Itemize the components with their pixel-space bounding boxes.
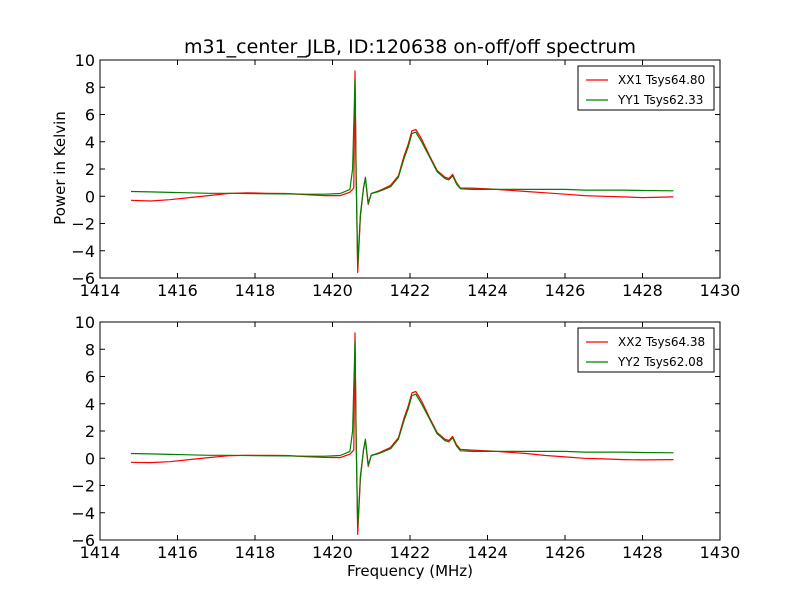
x-tick-label: 1428 [622,281,663,300]
legend-box [577,65,715,111]
y-tick-label: 6 [85,106,95,125]
legend-label: XX2 Tsys64.38 [618,335,705,349]
y-tick-label: 8 [85,340,95,359]
series-line-yy1 [130,78,674,267]
x-tick-label: 1420 [312,543,353,562]
series-line-yy2 [130,340,674,529]
y-tick-label: 10 [75,313,95,332]
legend-box [577,327,715,373]
x-tick-label: 1420 [312,281,353,300]
x-tick-label: 1422 [390,543,431,562]
x-tick-label: 1418 [235,543,276,562]
x-tick-label: 1424 [467,281,508,300]
x-tick-label: 1416 [157,543,198,562]
y-tick-label: 4 [85,395,95,414]
x-tick-label: 1424 [467,543,508,562]
legend-label: YY2 Tsys62.08 [617,355,703,369]
y-tick-label: 6 [85,368,95,387]
x-tick-label: 1430 [700,543,741,562]
legend-label: XX1 Tsys64.80 [618,73,705,87]
y-tick-label: −4 [71,504,95,523]
y-tick-label: 4 [85,133,95,152]
x-tick-label: 1418 [235,281,276,300]
legend: XX1 Tsys64.80 YY1 Tsys62.33 [577,65,715,111]
chart-title: m31_center_JLB, ID:120638 on-off/off spe… [184,36,636,58]
x-tick-label: 1426 [545,543,586,562]
legend: XX2 Tsys64.38 YY2 Tsys62.08 [577,327,715,373]
y-tick-label: 2 [85,422,95,441]
x-tick-label: 1416 [157,281,198,300]
y-tick-label: −6 [71,531,95,550]
y-axis-label: Power in Kelvin [51,111,69,225]
y-tick-label: 0 [85,187,95,206]
y-tick-label: −4 [71,242,95,261]
y-tick-label: 2 [85,160,95,179]
y-tick-label: −6 [71,269,95,288]
x-tick-label: 1426 [545,281,586,300]
y-tick-label: −2 [71,215,95,234]
y-tick-label: 0 [85,449,95,468]
bottom-panel: 1414 1416 1418 1420 1422 1424 1426 1428 1430 −6 −4… [71,313,740,562]
x-tick-label: 1430 [700,281,741,300]
legend-label: YY1 Tsys62.33 [617,93,703,107]
y-tick-label: 10 [75,51,95,70]
x-tick-label: 1414 [80,543,121,562]
x-tick-label: 1414 [80,281,121,300]
y-tick-label: 8 [85,78,95,97]
y-tick-label: −2 [71,477,95,496]
top-panel: 1414 1416 1418 1420 1422 1424 1426 1428 1430 −6 −4… [71,51,740,300]
x-axis-label: Frequency (MHz) [347,562,473,580]
x-tick-label: 1422 [390,281,431,300]
x-tick-label: 1428 [622,543,663,562]
